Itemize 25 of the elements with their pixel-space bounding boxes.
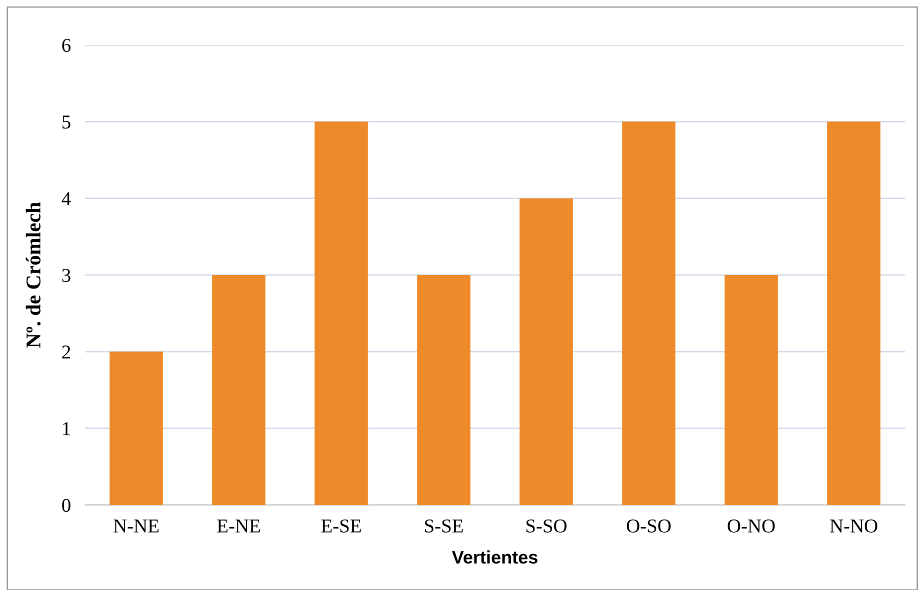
bar	[417, 275, 470, 505]
x-tick-label: E-SE	[321, 520, 361, 533]
y-tick-label: 3	[62, 268, 70, 282]
y-tick-label: 0	[62, 498, 70, 512]
x-tick-label: S-SE	[425, 520, 463, 533]
y-tick-label: 5	[62, 116, 70, 129]
x-tick-label: O-NO	[728, 520, 775, 533]
y-tick-label: 6	[62, 38, 71, 52]
bar	[827, 122, 880, 505]
bar	[520, 198, 573, 505]
bar	[314, 122, 368, 505]
x-tick-label: O-SO	[626, 520, 671, 533]
y-tick-label: 4	[62, 192, 71, 206]
bar	[110, 352, 163, 505]
x-tick-label: S-SO	[526, 520, 567, 533]
x-axis-title: Vertientes	[452, 550, 538, 564]
y-tick-label: 1	[63, 422, 70, 436]
x-tick-label: N-NE	[114, 520, 158, 532]
y-axis-title: Nº. de Crómlech	[26, 202, 41, 348]
x-tick-label: E-NE	[217, 520, 260, 532]
bar	[212, 275, 266, 505]
bar	[622, 122, 676, 505]
x-tick-label: N-NO	[830, 520, 878, 533]
bar	[724, 275, 778, 505]
y-tick-label: 2	[62, 346, 70, 358]
